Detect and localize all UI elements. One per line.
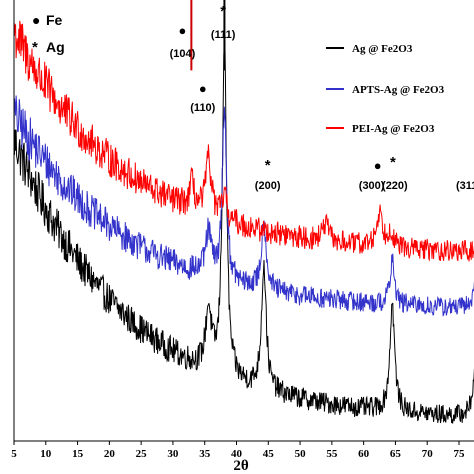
x-tick-label-50: 50 <box>295 448 307 460</box>
reference-lines <box>190 0 226 71</box>
annotation-label-4: (300) <box>359 180 385 192</box>
fe-key-label: Fe <box>46 12 63 28</box>
annotation-label-6: (311) <box>456 180 474 192</box>
x-tick-label-40: 40 <box>231 448 243 460</box>
fe-symbol: ● <box>32 12 40 28</box>
x-tick-label-60: 60 <box>358 448 370 460</box>
annotation-label-3: (200) <box>255 180 281 192</box>
annotation-label-5: (220) <box>382 180 408 192</box>
x-tick-label-35: 35 <box>199 448 211 460</box>
x-tick-label-20: 20 <box>104 448 116 460</box>
annotation-label-0: (104) <box>170 48 196 60</box>
annotation-marker-3: * <box>265 157 271 174</box>
x-tick-label-15: 15 <box>72 448 84 460</box>
legend-label-pei-ag-fe2o3: PEI-Ag @ Fe2O3 <box>352 123 435 135</box>
x-tick-label-65: 65 <box>390 448 402 460</box>
x-ticks: 5 10 15 20 25 30 35 40 45 50 55 60 65 70 75 <box>11 441 465 460</box>
x-tick-label-5: 5 <box>11 448 17 460</box>
x-tick-label-25: 25 <box>136 448 148 460</box>
x-tick-label-10: 10 <box>40 448 52 460</box>
symbol-key: ● Fe * Ag <box>32 12 65 56</box>
ag-key-label: Ag <box>46 39 65 55</box>
annotation-marker-1: * <box>220 3 226 20</box>
x-tick-label-75: 75 <box>454 448 466 460</box>
annotation-marker-2: ● <box>199 81 207 96</box>
annotation-marker-0: ● <box>179 23 187 38</box>
x-tick-label-70: 70 <box>422 448 434 460</box>
x-tick-label-45: 45 <box>263 448 275 460</box>
series-line-pei-ag-fe2o3 <box>14 20 474 262</box>
peak-annotations: ● (104) * (111) ● (110) * (200) ● (300) * (220) (311… <box>170 3 474 192</box>
legend: Ag @ Fe2O3 APTS-Ag @ Fe2O3 PEI-Ag @ Fe2O… <box>326 43 445 135</box>
series-line-apts-ag-fe2o3 <box>14 95 474 317</box>
annotation-label-1: (111) <box>211 29 236 41</box>
annotation-marker-5: * <box>390 154 396 171</box>
annotation-marker-4: ● <box>374 158 382 173</box>
x-tick-label-55: 55 <box>326 448 338 460</box>
series-layer <box>14 20 474 424</box>
x-axis-label: 2θ <box>233 458 249 474</box>
legend-label-ag-fe2o3: Ag @ Fe2O3 <box>352 43 413 55</box>
ag-symbol: * <box>32 39 38 56</box>
legend-label-apts-ag-fe2o3: APTS-Ag @ Fe2O3 <box>352 84 445 96</box>
x-tick-label-30: 30 <box>167 448 179 460</box>
annotation-label-2: (110) <box>190 102 215 114</box>
series-line-ag-fe2o3 <box>14 35 474 424</box>
